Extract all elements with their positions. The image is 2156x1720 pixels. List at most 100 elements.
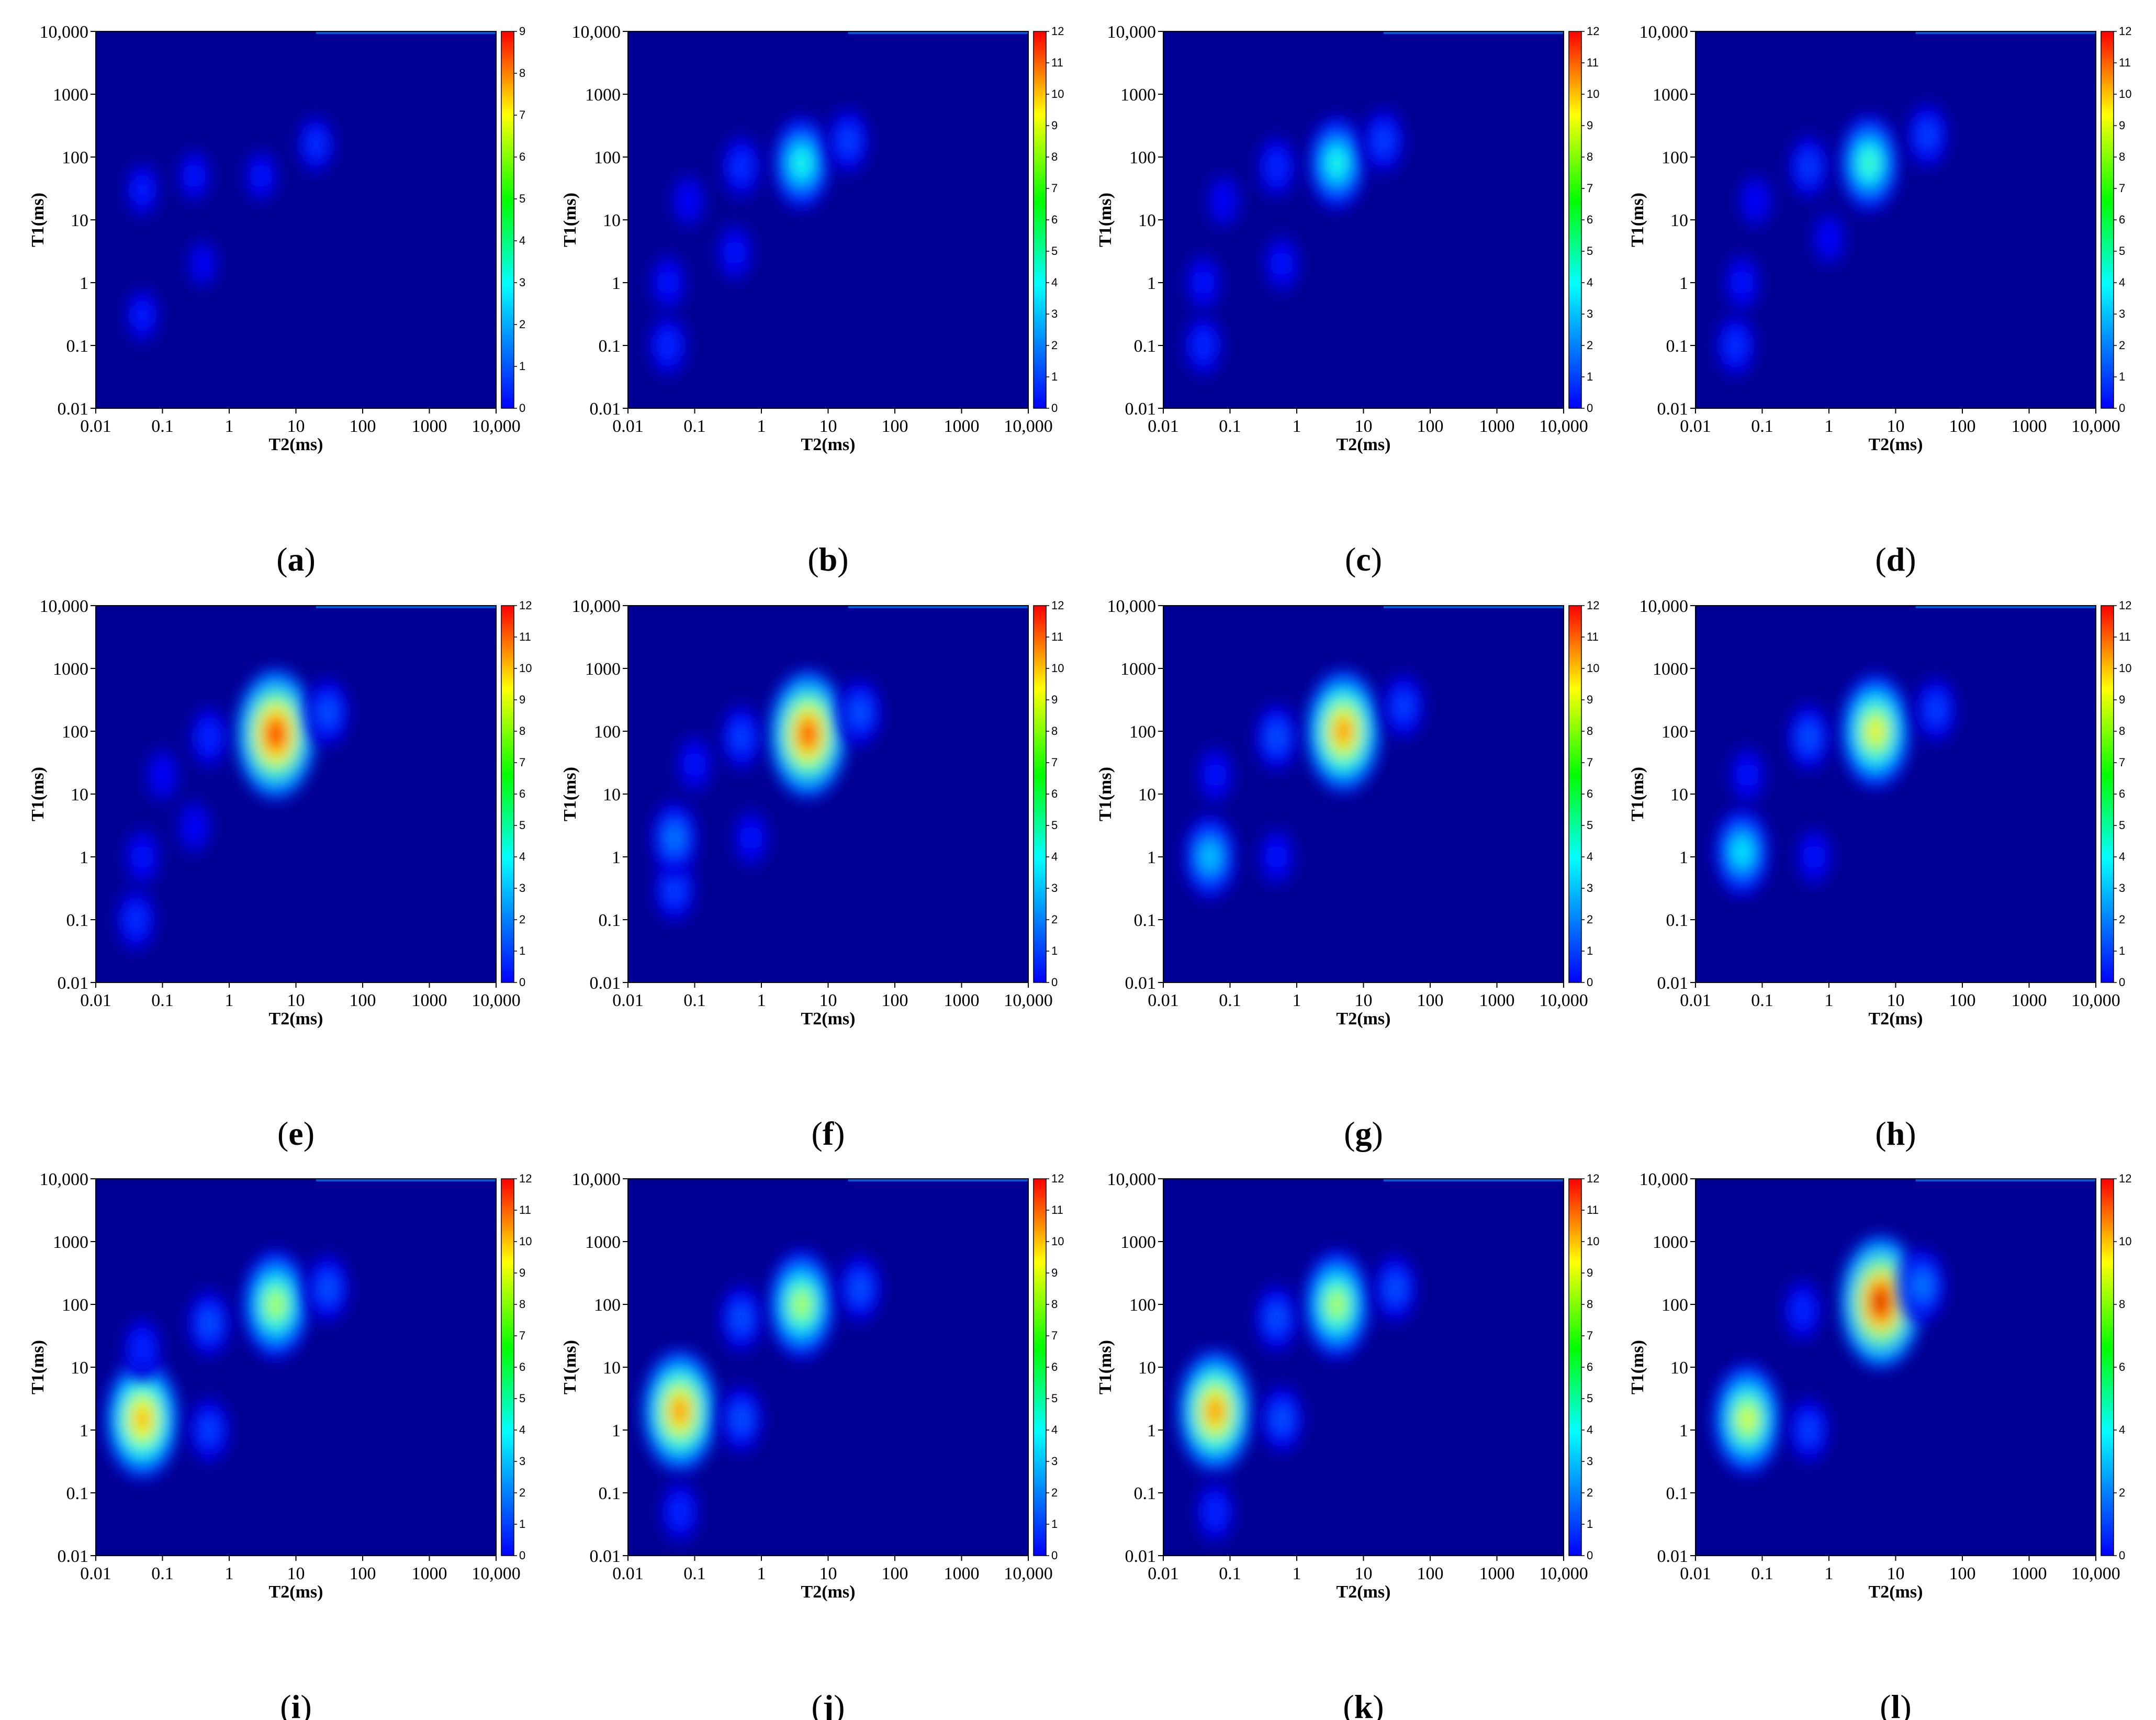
- y-tick-label: 1: [612, 1421, 621, 1440]
- peak: [1256, 135, 1297, 199]
- peak: [648, 313, 688, 378]
- panel-b: 0.01 0.1 1 10 100 1000 10,0000.010.11101001000…: [560, 23, 1064, 578]
- x-tick-label: 1000: [2012, 417, 2047, 436]
- heatmap-peaks: [1715, 101, 1949, 378]
- y-tick-label: 10,000: [40, 597, 89, 616]
- y-tick-label: 1000: [1120, 85, 1156, 105]
- colorbar-tick-label: 3: [519, 1455, 525, 1468]
- colorbar-tick-label: 2: [1587, 913, 1593, 926]
- colorbar-tick-label: 6: [1587, 787, 1593, 800]
- colorbar: [501, 605, 514, 983]
- x-tick-label: 10: [1355, 417, 1373, 436]
- x-axis-label: T2(ms): [801, 1009, 856, 1029]
- y-tick-label: 10: [71, 1358, 88, 1378]
- colorbar-tick-label: 0: [1051, 401, 1058, 415]
- peak: [1195, 1480, 1236, 1544]
- x-tick-label: 1: [1293, 991, 1301, 1010]
- x-tick-label: 10: [287, 1564, 305, 1583]
- peak: [1906, 101, 1949, 170]
- colorbar-tick-label: 0: [519, 1549, 525, 1562]
- y-tick-label: 0.01: [58, 1547, 89, 1566]
- panel-caption: (k): [1343, 1688, 1384, 1720]
- colorbar-tick-label: 9: [1587, 693, 1593, 706]
- y-tick-label: 1000: [1120, 660, 1156, 679]
- x-tick-label: 1000: [944, 417, 980, 436]
- colorbar-tick-label: 7: [2119, 182, 2125, 195]
- peak: [123, 827, 161, 887]
- peak: [306, 1253, 350, 1324]
- y-tick-label: 10: [1138, 211, 1156, 230]
- y-tick-label: 1000: [585, 1233, 621, 1252]
- peak: [1788, 1396, 1831, 1464]
- colorbar-tick-label: 11: [519, 630, 531, 643]
- peak: [187, 1288, 231, 1359]
- y-axis-label: T1(ms): [1096, 193, 1115, 247]
- colorbar-tick-label: 7: [1587, 1329, 1593, 1342]
- y-tick-label: 0.01: [1657, 974, 1689, 993]
- colorbar-tick-label: 3: [519, 881, 525, 895]
- y-tick-label: 10: [1138, 1358, 1156, 1378]
- y-tick-label: 0.01: [1657, 1547, 1689, 1566]
- colorbar-tick-label: 0: [519, 976, 525, 989]
- colorbar-tick-label: 2: [1587, 1486, 1593, 1499]
- peak: [1260, 1383, 1304, 1455]
- colorbar-tick-label: 8: [2119, 150, 2125, 163]
- colorbar: [1568, 1178, 1582, 1556]
- x-tick-label: 0.01: [80, 1564, 111, 1583]
- y-tick-label: 1: [80, 274, 88, 293]
- colorbar: [2101, 31, 2114, 409]
- panel-d: 0.01 0.1 1 10 100 1000 10,0000.010.11101001000…: [1628, 23, 2131, 578]
- peak: [676, 734, 714, 794]
- y-tick-label: 10: [603, 785, 621, 805]
- colorbar-tick-label: 6: [519, 787, 525, 800]
- peak: [1183, 313, 1223, 378]
- top-band: [1383, 606, 1564, 608]
- colorbar-tick-label: 8: [1587, 724, 1593, 738]
- peak: [104, 1358, 181, 1480]
- colorbar-tick-label: 11: [1587, 630, 1599, 643]
- colorbar-tick-label: 6: [519, 1360, 525, 1373]
- y-tick-label: 100: [62, 148, 88, 167]
- y-axis-label: T1(ms): [1096, 1340, 1115, 1394]
- x-tick-label: 0.1: [1219, 417, 1241, 436]
- x-tick-label: 1000: [1479, 1564, 1515, 1583]
- peak: [719, 1283, 763, 1354]
- peak: [649, 253, 687, 312]
- y-tick-label: 100: [62, 1295, 88, 1315]
- x-tick-label: 0.1: [151, 417, 174, 436]
- colorbar-tick-label: 7: [1587, 182, 1593, 195]
- x-axis-label: T2(ms): [1337, 435, 1391, 454]
- top-band: [316, 606, 496, 608]
- peak: [1263, 234, 1301, 294]
- colorbar-tick-label: 5: [2119, 244, 2125, 258]
- x-axis-label: T2(ms): [1869, 1009, 1923, 1029]
- plot-background: [1695, 606, 2096, 982]
- y-tick-label: 0.1: [599, 1484, 621, 1503]
- x-tick-label: 0.01: [1680, 1564, 1711, 1583]
- peak: [1206, 173, 1241, 229]
- colorbar-tick-label: 4: [1587, 276, 1593, 289]
- y-tick-label: 0.01: [1125, 1547, 1156, 1566]
- peak: [189, 705, 229, 769]
- panel-k: 0.01 0.1 1 10 100 1000 10,0000.010.11101001000…: [1096, 1170, 1599, 1720]
- colorbar-tick-label: 7: [1051, 182, 1058, 195]
- x-tick-label: 1000: [944, 991, 980, 1010]
- peak: [720, 703, 763, 772]
- y-tick-label: 10: [1670, 211, 1688, 230]
- peak: [241, 1249, 310, 1359]
- peak: [1196, 745, 1234, 805]
- colorbar: [2101, 1178, 2114, 1556]
- peak: [306, 677, 350, 748]
- peak: [234, 667, 318, 801]
- y-tick-label: 100: [1129, 722, 1156, 742]
- peak: [177, 149, 211, 204]
- colorbar: [1033, 605, 1047, 983]
- heatmap-peaks: [1176, 1249, 1418, 1544]
- colorbar-tick-label: 4: [2119, 276, 2125, 289]
- colorbar-tick-label: 4: [519, 1423, 525, 1436]
- colorbar-tick-label: 7: [1051, 756, 1058, 769]
- colorbar-tick-label: 10: [1587, 87, 1599, 100]
- y-tick-label: 0.1: [1666, 337, 1689, 356]
- x-tick-label: 10: [287, 991, 305, 1010]
- x-tick-label: 0.01: [612, 1564, 644, 1583]
